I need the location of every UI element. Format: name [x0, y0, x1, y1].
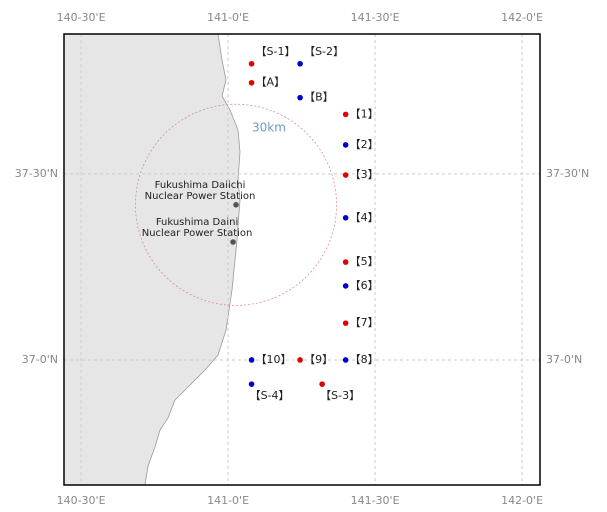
- station-marker: [342, 172, 349, 178]
- x-tick-label: 141-30'E: [351, 11, 400, 24]
- station-marker: [342, 283, 349, 289]
- plant-marker: [230, 239, 236, 245]
- y-tick-label: 37-0'N: [22, 353, 58, 366]
- station-label: 【S-4】: [250, 389, 290, 402]
- station-label: 【S-2】: [304, 45, 344, 58]
- station-label: 【B】: [304, 91, 334, 104]
- station-marker: [342, 111, 349, 118]
- x-tick-label: 142-0'E: [501, 494, 543, 507]
- station-marker: [297, 357, 303, 363]
- circle-label: 30km: [252, 121, 286, 135]
- station-label: 【A】: [256, 76, 286, 89]
- station-label: 【1】: [350, 107, 379, 120]
- station-marker: [248, 381, 255, 387]
- x-tick-label: 140-30'E: [57, 11, 106, 24]
- station-marker: [248, 79, 255, 86]
- station-label: 【9】: [304, 353, 333, 366]
- x-tick-label: 141-0'E: [207, 11, 249, 24]
- x-tick-label: 142-0'E: [501, 11, 543, 24]
- plant-marker: [233, 201, 239, 208]
- station-label: 【8】: [350, 353, 379, 366]
- plant-label: Nuclear Power Station: [142, 228, 253, 239]
- y-tick-label: 37-30'N: [546, 167, 589, 180]
- station-marker: [297, 94, 303, 101]
- plant-label: Fukushima Daiichi: [155, 180, 246, 191]
- station-marker: [342, 320, 349, 326]
- station-label: 【6】: [350, 279, 379, 292]
- y-tick-label: 37-0'N: [546, 353, 582, 366]
- x-tick-label: 140-30'E: [57, 494, 106, 507]
- station-label: 【2】: [350, 138, 379, 151]
- station-label: 【4】: [350, 211, 379, 224]
- station-marker: [248, 357, 255, 363]
- station-label: 【10】: [256, 353, 292, 366]
- station-label: 【S-3】: [320, 389, 360, 402]
- plant-label: Nuclear Power Station: [145, 191, 256, 202]
- exclusion-circle: [135, 103, 337, 306]
- station-marker: [342, 215, 349, 221]
- map-frame: [63, 33, 541, 486]
- station-marker: [342, 142, 349, 148]
- station-marker: [342, 259, 349, 265]
- x-tick-label: 141-0'E: [207, 494, 249, 507]
- station-marker: [342, 357, 349, 363]
- station-marker: [248, 60, 255, 67]
- station-marker: [297, 60, 303, 67]
- station-label: 【S-1】: [256, 45, 296, 58]
- plant-label: Fukushima Daini: [156, 217, 238, 228]
- station-label: 【5】: [350, 255, 379, 268]
- station-marker: [319, 381, 325, 387]
- y-tick-label: 37-30'N: [15, 167, 58, 180]
- station-label: 【7】: [350, 316, 379, 329]
- x-tick-label: 141-30'E: [351, 494, 400, 507]
- station-label: 【3】: [350, 168, 379, 181]
